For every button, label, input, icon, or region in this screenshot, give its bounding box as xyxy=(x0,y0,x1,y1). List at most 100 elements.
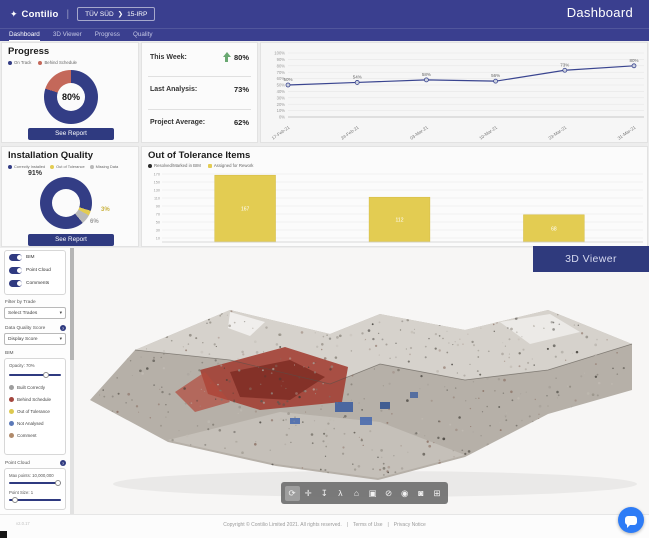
footer: v2.0.17 Copyright © Contilio Limited 202… xyxy=(0,514,649,538)
svg-text:70: 70 xyxy=(156,213,160,217)
breadcrumb-group[interactable]: TÜV SÜD xyxy=(85,10,114,18)
comments-toggle[interactable] xyxy=(9,280,22,287)
dropdown-value: Display Score xyxy=(8,336,38,342)
hide-icon[interactable]: ⊘ xyxy=(385,487,393,498)
quality-main-percent: 91% xyxy=(28,170,43,177)
opacity-slider-knob[interactable] xyxy=(43,371,50,378)
stat-label: Last Analysis: xyxy=(150,86,198,93)
viewer-scrollbar-track[interactable] xyxy=(70,248,74,514)
out-of-tolerance-title: Out of Tolerance Items xyxy=(148,150,251,161)
svg-text:23-Mar-21: 23-Mar-21 xyxy=(547,124,567,140)
help-icon[interactable]: ? xyxy=(60,460,66,466)
toggle-label: Point Cloud xyxy=(26,268,51,273)
legend-item: Assigned for Rework xyxy=(207,163,253,168)
legend-item: Missing Data xyxy=(89,164,118,169)
quality-see-report-button[interactable]: See Report xyxy=(28,234,114,246)
progress-legend: On Track Behind Schedule xyxy=(8,60,77,65)
legend-item: Correctly Installed xyxy=(8,164,45,169)
progress-trend-chart: 0%10%20%30%40%50%60%70%80%90%100%50%54%5… xyxy=(271,51,644,141)
breadcrumb-chevron-icon: ❯ xyxy=(117,11,124,18)
trend-up-arrow-icon xyxy=(222,52,231,62)
svg-text:10%: 10% xyxy=(277,108,286,113)
point-size-label: Point Size: 1 xyxy=(9,490,34,495)
behind-schedule-dot-icon xyxy=(38,60,43,65)
toggle-label: Comments xyxy=(26,281,50,286)
svg-text:56%: 56% xyxy=(491,73,500,78)
stat-value: 73% xyxy=(233,85,249,94)
tab-3d-viewer[interactable]: 3D Viewer xyxy=(52,31,82,38)
svg-text:60%: 60% xyxy=(277,76,286,81)
max-points-knob[interactable] xyxy=(55,479,62,486)
bim-panel-card: Opacity: 70% Built Correctly Behind Sche… xyxy=(4,358,66,455)
select-trades-dropdown[interactable]: Select Trades ▾ xyxy=(4,307,66,319)
toggle-row-point-cloud: Point Cloud xyxy=(5,264,65,277)
progress-title: Progress xyxy=(8,46,50,57)
point-cloud-row: Point Cloud ? xyxy=(5,460,66,466)
point-size-knob[interactable] xyxy=(12,496,19,503)
max-points-slider[interactable] xyxy=(9,479,62,486)
stat-label: Project Average: xyxy=(150,119,206,126)
bim-toggle[interactable] xyxy=(9,254,22,261)
point-size-slider[interactable] xyxy=(9,496,61,503)
tab-dashboard[interactable]: Dashboard xyxy=(9,31,40,41)
installation-quality-card: Installation Quality Correctly Installed… xyxy=(1,146,139,247)
chevron-down-icon: ▾ xyxy=(59,310,62,316)
svg-text:30: 30 xyxy=(156,229,160,233)
stat-value: 80% xyxy=(222,52,249,62)
fullscreen-icon[interactable]: ⊞ xyxy=(433,487,441,498)
viewer-scrollbar-thumb[interactable] xyxy=(70,248,74,360)
svg-text:50: 50 xyxy=(156,221,160,225)
on-track-dot-icon xyxy=(8,60,12,65)
out-of-tolerance-dot-icon xyxy=(50,164,55,169)
privacy-link[interactable]: Privacy Notice xyxy=(393,522,426,528)
point-cloud-toggle[interactable] xyxy=(9,267,22,274)
3d-scene[interactable] xyxy=(80,252,640,504)
camera-icon[interactable]: ◙ xyxy=(418,488,424,498)
built-correctly-dot-icon xyxy=(9,384,14,390)
progress-card: Progress On Track Behind Schedule 80% Se… xyxy=(1,42,139,143)
installation-quality-legend: Correctly Installed Out of Tolerance Mis… xyxy=(8,164,118,169)
svg-text:0%: 0% xyxy=(279,115,285,120)
quality-donut-chart xyxy=(40,177,92,229)
svg-text:80%: 80% xyxy=(629,58,638,63)
pan-icon[interactable]: ✛ xyxy=(304,487,312,498)
walk-icon[interactable]: λ xyxy=(338,488,343,498)
stat-row-project-average: Project Average: 62% xyxy=(150,118,249,127)
chat-widget-button[interactable] xyxy=(618,507,644,533)
footer-separator: | xyxy=(346,522,349,528)
svg-text:150: 150 xyxy=(154,181,160,185)
opacity-slider[interactable] xyxy=(9,371,61,378)
svg-text:03-Mar-21: 03-Mar-21 xyxy=(409,124,429,140)
legend-item: Out of Tolerance xyxy=(50,164,85,169)
tab-progress[interactable]: Progress xyxy=(94,31,120,38)
drop-icon[interactable]: ↧ xyxy=(320,487,328,498)
stat-row-this-week: This Week: 80% xyxy=(150,52,249,62)
visibility-icon[interactable]: ◉ xyxy=(400,487,409,498)
legend-item: Behind Schedule xyxy=(38,60,77,65)
main-nav: Dashboard 3D Viewer Progress Quality xyxy=(0,28,649,41)
footer-separator: | xyxy=(387,522,389,528)
chevron-down-icon: ▾ xyxy=(59,336,62,342)
breadcrumb-project[interactable]: 15-IRP xyxy=(127,10,148,18)
breadcrumb[interactable]: TÜV SÜD ❯ 15-IRP xyxy=(77,7,156,21)
svg-text:54%: 54% xyxy=(353,74,362,79)
terms-link[interactable]: Terms of Use xyxy=(353,522,383,528)
tab-quality[interactable]: Quality xyxy=(132,31,153,38)
svg-text:31-Mar-21: 31-Mar-21 xyxy=(617,124,637,140)
svg-text:130: 130 xyxy=(154,189,160,193)
progress-see-report-button[interactable]: See Report xyxy=(28,128,114,140)
rework-square-icon xyxy=(207,163,212,168)
fit-view-icon[interactable]: ▣ xyxy=(368,487,377,498)
svg-text:17-Feb-21: 17-Feb-21 xyxy=(271,124,291,140)
orbit-icon[interactable]: ⟳ xyxy=(284,485,300,501)
bim-panel-label: BIM xyxy=(5,351,14,356)
svg-text:20%: 20% xyxy=(277,102,286,107)
divider xyxy=(148,109,251,110)
svg-text:50%: 50% xyxy=(277,83,286,88)
quality-donut-hole xyxy=(52,189,80,217)
home-icon[interactable]: ⌂ xyxy=(353,488,359,498)
help-icon[interactable]: ? xyxy=(60,325,66,331)
display-score-dropdown[interactable]: Display Score ▾ xyxy=(4,333,66,345)
svg-text:167: 167 xyxy=(241,207,250,213)
